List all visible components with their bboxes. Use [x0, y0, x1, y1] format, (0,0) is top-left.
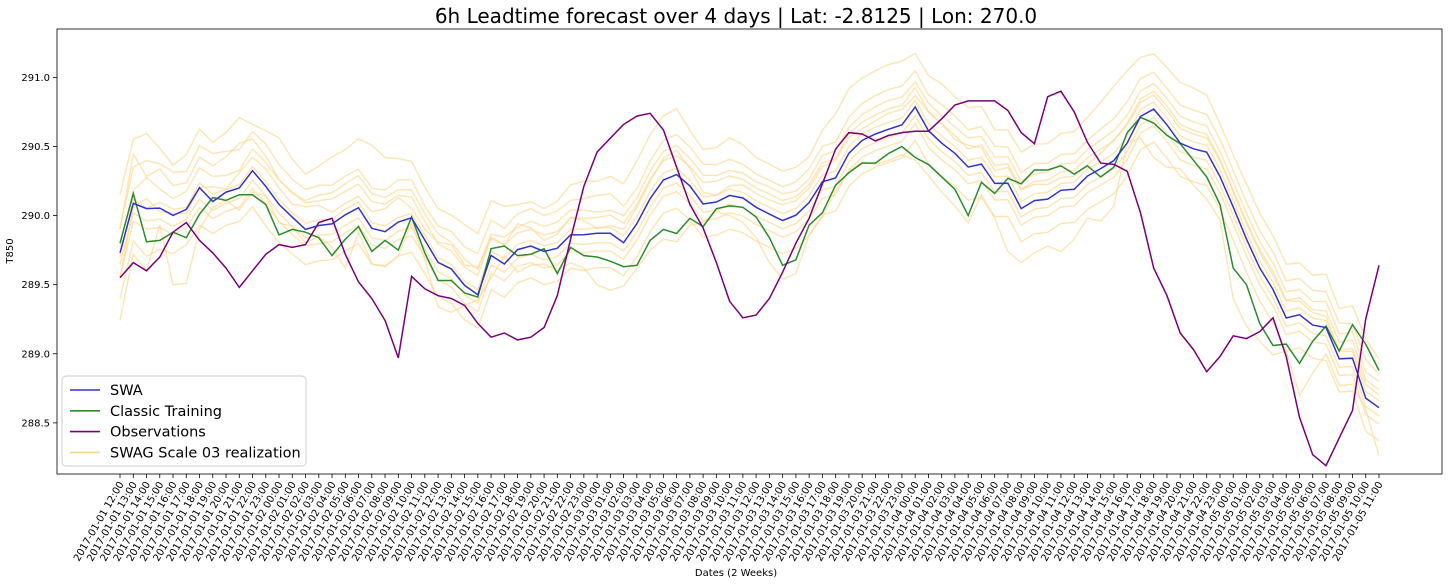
legend-label-swa: SWA [110, 383, 143, 399]
chart-title: 6h Leadtime forecast over 4 days | Lat: … [435, 4, 1037, 28]
legend-box [61, 375, 307, 467]
series-lines [119, 90, 1380, 467]
swag-realization-line-9 [119, 98, 1380, 402]
plot-frame [56, 28, 1443, 475]
x-axis-label: Dates (2 Weeks) [695, 568, 777, 579]
legend-label-obs: Observations [110, 425, 206, 441]
y-tick-label: 289.5 [21, 280, 50, 291]
swag-realization-line-5 [119, 138, 1380, 442]
y-tick-label: 288.5 [21, 418, 50, 429]
y-tick-label: 289.0 [21, 349, 50, 360]
swag-realization-line-3 [119, 114, 1380, 417]
legend: SWA Classic Training Observations SWAG Scal… [61, 375, 307, 467]
series-line-classic [119, 116, 1380, 371]
swag-realization-line-2 [119, 69, 1380, 375]
swag-realizations [119, 52, 1380, 457]
series-line-swa [119, 105, 1380, 409]
swag-realization-line-6 [119, 86, 1380, 391]
swag-realization-line-7 [119, 80, 1380, 382]
y-axis: 288.5 289.0 289.5 290.0 290.5 291.0 [21, 73, 57, 429]
swag-realization-line-0 [119, 137, 1380, 457]
series-line-obs [119, 90, 1380, 467]
legend-label-classic: Classic Training [110, 404, 222, 420]
y-tick-label: 290.0 [21, 211, 50, 222]
y-axis-label: T850 [5, 238, 16, 264]
y-tick-label: 291.0 [21, 73, 50, 84]
y-tick-label: 290.5 [21, 142, 50, 153]
legend-label-swag: SWAG Scale 03 realization [110, 445, 301, 461]
swag-realization-line-1 [119, 94, 1380, 396]
swag-realization-line-8 [119, 122, 1380, 425]
swag-realization-line-4 [119, 52, 1380, 360]
